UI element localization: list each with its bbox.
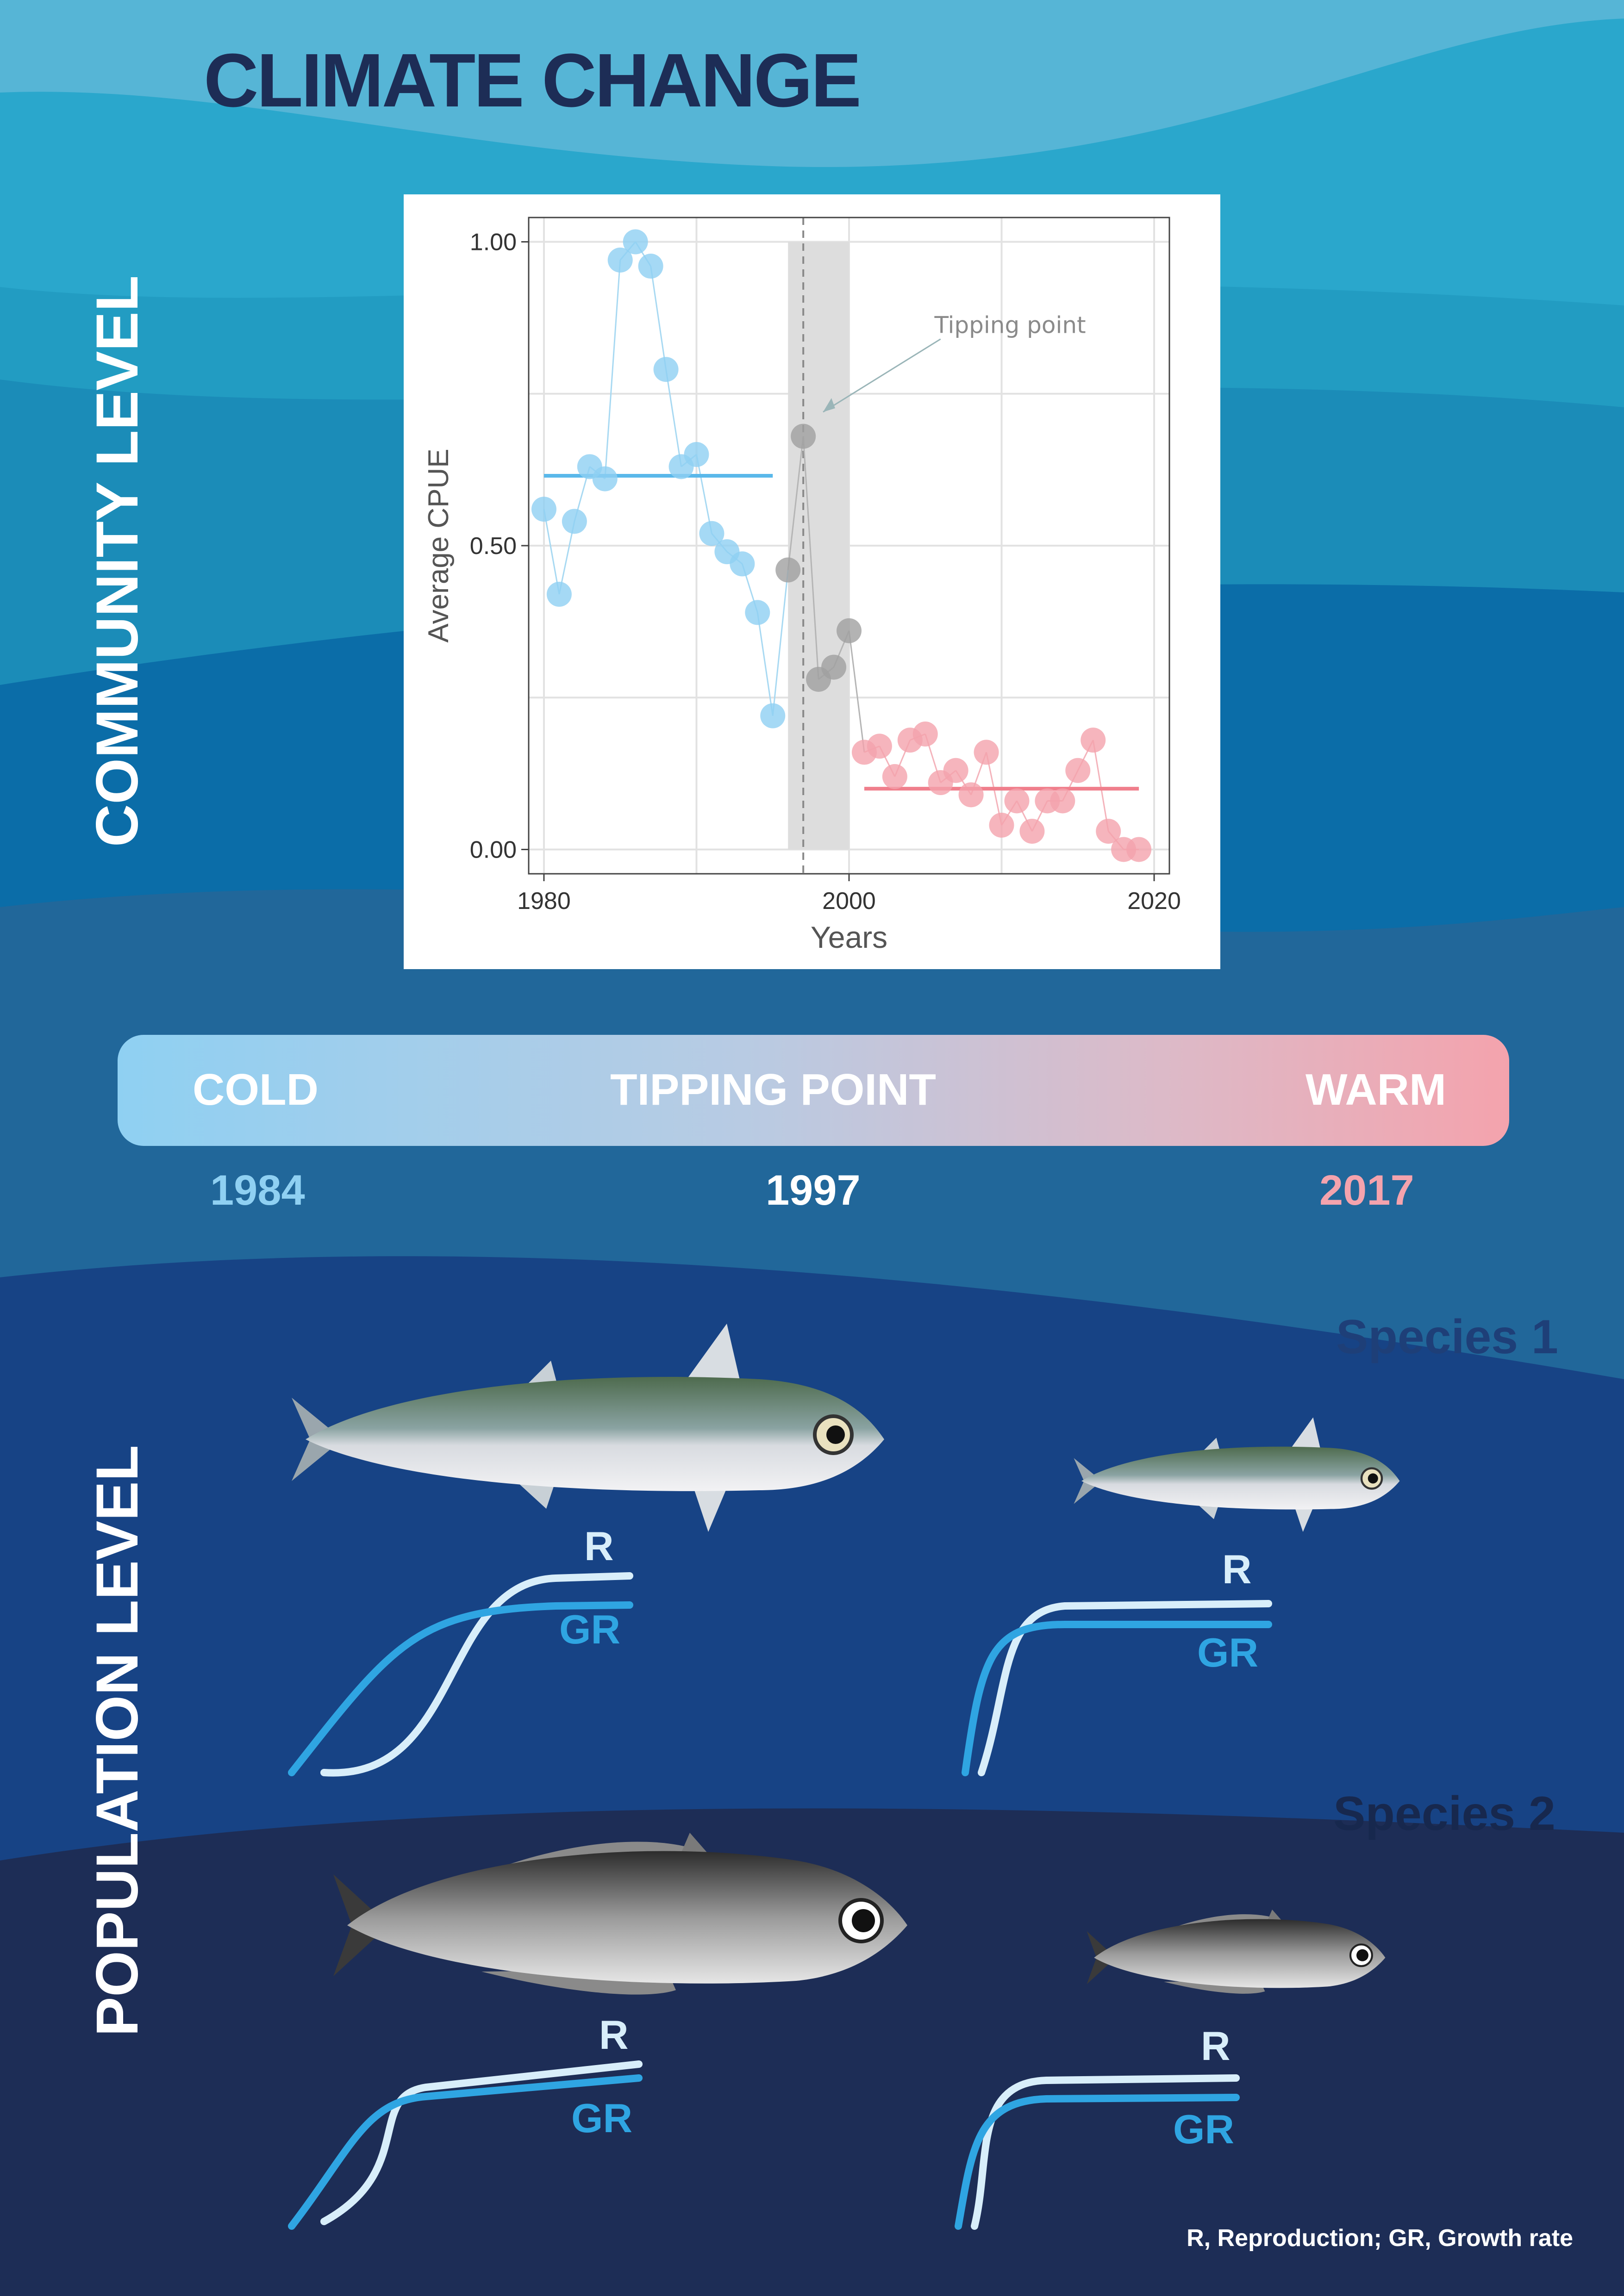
data-point-cold: [638, 254, 663, 279]
annotation-arrow: [823, 338, 941, 413]
data-point-tipping: [775, 557, 801, 583]
data-point-cold: [607, 247, 633, 273]
y-tick-label: 0.00: [470, 836, 517, 863]
x-tick-label: 2020: [1127, 888, 1181, 915]
data-point-cold: [745, 600, 770, 625]
r-curve-2: [978, 1600, 1272, 1776]
cold-year: 1984: [210, 1167, 305, 1214]
y-tick-label: 1.00: [470, 229, 517, 256]
data-point-tipping: [791, 423, 816, 449]
r-curve-3: [320, 2060, 643, 2225]
data-point-warm: [1081, 728, 1106, 753]
data-point-warm: [1065, 758, 1091, 783]
species-1-label: Species 1: [1336, 1310, 1558, 1364]
warm-label: WARM: [1305, 1065, 1446, 1114]
data-point-warm: [882, 764, 907, 789]
annotation-arrowhead: [823, 398, 835, 412]
series-connector: [756, 612, 774, 716]
y-tick-label: 0.50: [470, 533, 517, 560]
warm-year: 2017: [1319, 1167, 1414, 1214]
data-point-warm: [1004, 788, 1030, 814]
x-axis-label: Years: [811, 920, 887, 954]
data-point-warm: [989, 812, 1014, 838]
tipping-year: 1997: [766, 1167, 861, 1214]
data-point-cold: [684, 442, 709, 467]
series-connector: [772, 570, 789, 716]
species-1-large-fish: [292, 1324, 884, 1532]
series-connector: [604, 260, 621, 479]
tipping-range-band: [788, 242, 849, 850]
data-point-cold: [760, 703, 786, 728]
r-curve-1: [320, 1572, 633, 1777]
species-1-small-fish: [1074, 1418, 1400, 1532]
series-connector: [650, 266, 667, 370]
data-point-cold: [623, 229, 648, 255]
data-point-warm: [1126, 837, 1152, 862]
data-point-cold: [653, 357, 679, 382]
data-point-tipping: [821, 654, 847, 680]
data-point-warm: [943, 758, 968, 783]
series-connector: [787, 436, 804, 570]
species-2-small-fish: [1087, 1910, 1386, 1994]
r-label-4: R: [1201, 2023, 1230, 2069]
data-point-warm: [958, 782, 984, 808]
data-point-tipping: [837, 618, 862, 643]
page-title: CLIMATE CHANGE: [204, 38, 862, 123]
data-point-warm: [912, 722, 938, 747]
species-2-label: Species 2: [1333, 1787, 1555, 1841]
gr-curve-2: [962, 1621, 1272, 1776]
series-connector: [696, 454, 712, 534]
chart-panel: 0.00 0.50 1.00 1980 2000 2020 Years Average CPU…: [404, 194, 1220, 969]
species-2-large-fish: [333, 1833, 907, 1995]
series-connector: [1092, 740, 1109, 832]
tipping-point-label: TIPPING POINT: [610, 1065, 937, 1114]
gr-label-2: GR: [1197, 1630, 1258, 1675]
x-tick-label: 2000: [822, 888, 876, 915]
footnote: R, Reproduction; GR, Growth rate: [1187, 2225, 1573, 2252]
data-point-warm: [1019, 819, 1045, 844]
data-point-cold: [562, 509, 587, 534]
data-point-warm: [974, 740, 999, 765]
series-connector: [665, 369, 682, 467]
data-point-warm: [1096, 819, 1121, 844]
gr-curve-4: [955, 2094, 1240, 2230]
data-point-cold: [531, 497, 556, 522]
r-label-1: R: [584, 1523, 614, 1569]
data-point-cold: [730, 551, 755, 577]
cpue-chart: 0.00 0.50 1.00 1980 2000 2020 Years Average CPU…: [423, 217, 1181, 954]
climate-gradient-bar: [118, 1035, 1509, 1146]
gr-label-1: GR: [559, 1606, 620, 1652]
r-label-2: R: [1222, 1546, 1252, 1592]
r-label-3: R: [599, 2012, 629, 2058]
data-point-cold: [592, 466, 618, 492]
gr-curve-1: [288, 1601, 633, 1776]
gr-label-3: GR: [571, 2095, 632, 2141]
series-connector: [802, 436, 819, 679]
data-point-cold: [546, 582, 572, 607]
annotation-label: Tipping point: [934, 311, 1086, 338]
data-point-warm: [867, 734, 892, 759]
data-point-warm: [1050, 788, 1075, 814]
x-tick-label: 1980: [517, 888, 571, 915]
gr-curve-3: [288, 2074, 643, 2230]
cold-label: COLD: [193, 1065, 319, 1114]
series-connector: [848, 630, 865, 753]
series-connector: [543, 509, 560, 595]
y-axis-label: Average CPUE: [423, 448, 455, 642]
gr-label-4: GR: [1173, 2106, 1234, 2152]
data-point-cold: [699, 521, 725, 546]
